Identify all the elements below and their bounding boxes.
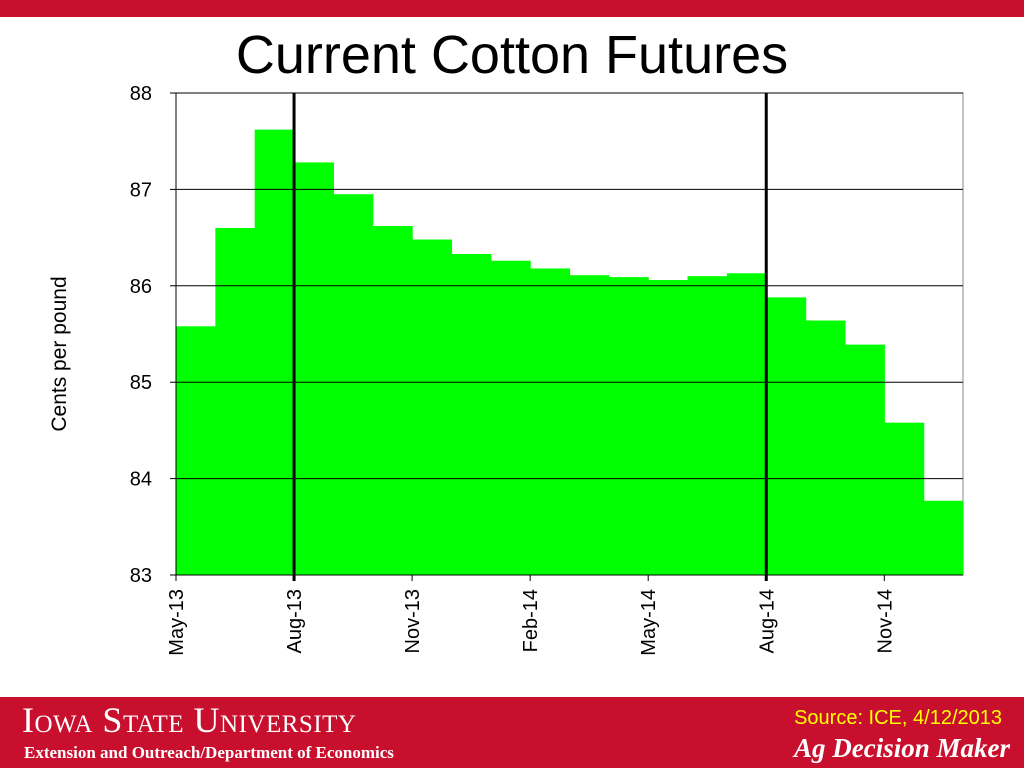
- university-name: Iowa State University: [22, 700, 357, 740]
- top-accent-bar: [0, 0, 1024, 17]
- bar: [254, 129, 295, 575]
- department-name: Extension and Outreach/Department of Eco…: [24, 743, 394, 762]
- bar: [648, 280, 689, 575]
- x-tick-label: Nov-14: [874, 589, 896, 653]
- x-tick-label: Aug-14: [756, 589, 778, 654]
- footer-divider: [0, 697, 1024, 700]
- y-tick-label: 88: [130, 83, 152, 105]
- y-tick-label: 84: [130, 469, 152, 491]
- bar: [490, 260, 531, 575]
- x-tick-label: Feb-14: [520, 589, 542, 652]
- cotton-futures-chart: 83 84 85 86 87 88 May-13 Aug-13 Nov-13 Feb-14 May-…: [48, 83, 964, 656]
- bar: [412, 239, 453, 575]
- bar: [215, 227, 256, 575]
- bar: [766, 297, 807, 575]
- bar: [923, 500, 964, 575]
- bar: [726, 273, 767, 575]
- bar: [372, 226, 413, 576]
- source-note: Source: ICE, 4/12/2013: [794, 707, 1002, 729]
- y-axis-label: Cents per pound: [48, 276, 71, 431]
- bar: [333, 194, 374, 575]
- y-tick-label: 85: [130, 372, 152, 394]
- footer-band: [0, 700, 1024, 768]
- y-tick-label: 83: [130, 565, 152, 587]
- y-tick-label: 86: [130, 276, 152, 298]
- bar: [608, 277, 649, 575]
- bar: [451, 253, 492, 575]
- y-tick-label: 87: [130, 179, 152, 201]
- bar: [569, 275, 610, 575]
- bar: [687, 276, 728, 575]
- slide-title: Current Cotton Futures: [235, 25, 789, 85]
- bar: [805, 320, 846, 575]
- x-tick-label: May-13: [166, 589, 188, 656]
- brand-name: Ag Decision Maker: [794, 733, 1010, 763]
- x-tick-label: Aug-13: [284, 589, 306, 654]
- bar: [884, 422, 925, 575]
- bar: [294, 162, 334, 575]
- x-tick-label: May-14: [638, 589, 660, 656]
- bar: [530, 268, 571, 575]
- bar: [844, 344, 885, 575]
- x-tick-label: Nov-13: [402, 589, 424, 653]
- bar: [176, 326, 216, 575]
